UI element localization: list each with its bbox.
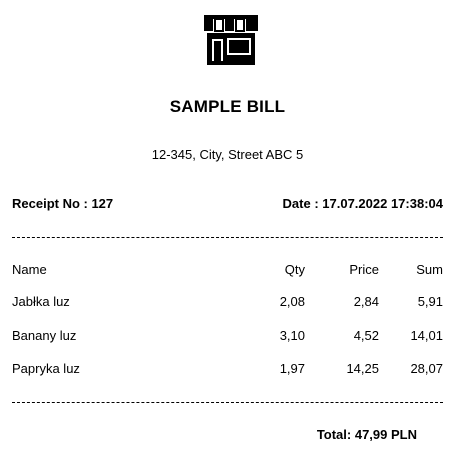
item-qty: 3,10: [279, 328, 305, 343]
item-price: 4,52: [353, 328, 379, 343]
item-qty: 1,97: [279, 361, 305, 376]
item-qty: 2,08: [279, 294, 305, 309]
header-name: Name: [12, 262, 47, 277]
item-name: Papryka luz: [12, 361, 80, 376]
item-sum: 14,01: [410, 328, 443, 343]
header-price: Price: [349, 262, 379, 277]
item-name: Banany luz: [12, 328, 77, 343]
header-qty: Qty: [284, 262, 305, 277]
dashed-divider-top: [12, 237, 443, 238]
item-price: 14,25: [346, 361, 379, 376]
bill-title: SAMPLE BILL: [169, 97, 286, 116]
item-sum: 28,07: [410, 361, 443, 376]
table-row: Jabłka luz 2,08 2,84 5,91: [12, 294, 443, 312]
receipt-number: Receipt No : 127: [12, 196, 114, 211]
item-name: Jabłka luz: [12, 294, 70, 309]
item-sum: 5,91: [417, 294, 443, 309]
shop-storefront-icon: [204, 15, 258, 65]
table-header: Name Qty Price Sum: [12, 262, 443, 280]
dashed-divider-bottom: [12, 402, 443, 403]
header-sum: Sum: [416, 262, 443, 277]
total-amount: Total: 47,99 PLN: [316, 427, 417, 442]
table-row: Papryka luz 1,97 14,25 28,07: [12, 361, 443, 379]
store-address: 12-345, City, Street ABC 5: [151, 147, 304, 162]
table-row: Banany luz 3,10 4,52 14,01: [12, 328, 443, 346]
item-price: 2,84: [353, 294, 379, 309]
receipt-date: Date : 17.07.2022 17:38:04: [282, 196, 443, 211]
